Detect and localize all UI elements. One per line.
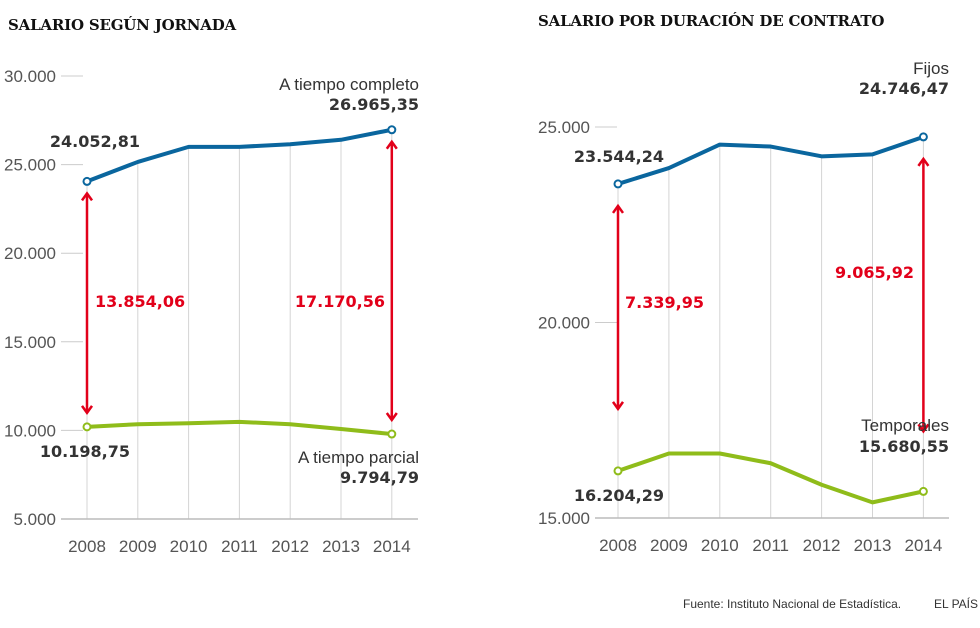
chart1-y-tick-label: 5.000 xyxy=(13,510,56,529)
chart1-series-line-2 xyxy=(86,419,392,437)
chart2-y-tick-label: 15.000 xyxy=(538,509,590,528)
chart2-x-tick-label: 2010 xyxy=(701,536,739,555)
chart1-series-end-value: 26.965,35 xyxy=(329,95,419,114)
chart2-difference-label: 7.339,95 xyxy=(625,293,704,312)
chart1-y-tick-label: 25.000 xyxy=(4,156,56,175)
chart1-x-tick-label: 2011 xyxy=(221,537,258,556)
chart2-series-endpoint-marker xyxy=(918,486,928,496)
chart2-difference-label: 9.065,92 xyxy=(835,263,914,282)
chart1-x-tick-label: 2008 xyxy=(68,537,106,556)
chart1-series-start-value: 24.052,81 xyxy=(50,132,140,151)
chart1-series-name-label: A tiempo completo xyxy=(279,75,419,94)
chart1-y-tick-label: 10.000 xyxy=(4,421,56,440)
chart2-series-endpoint-marker xyxy=(613,466,623,476)
chart1-series-end-value: 9.794,79 xyxy=(340,468,419,487)
chart2-series-name-label: Temporales xyxy=(861,416,949,435)
chart1-series-endpoint-marker xyxy=(82,422,92,432)
chart1-y-tick-label: 20.000 xyxy=(4,244,56,263)
chart2-arrow-head-up xyxy=(611,203,625,214)
source-note: Fuente: Instituto Nacional de Estadístic… xyxy=(683,597,902,611)
chart1-arrow-head-down xyxy=(385,412,398,423)
chart1-x-tick-label: 2012 xyxy=(271,537,309,556)
chart1-y-tick-label: 15.000 xyxy=(4,333,56,352)
chart1-series-endpoint-marker xyxy=(82,176,92,186)
chart2-arrow-head-up xyxy=(917,156,930,167)
chart1-difference-label: 13.854,06 xyxy=(95,292,185,311)
chart1-series-line-1 xyxy=(86,127,393,184)
chart2-series-line-2 xyxy=(617,451,924,505)
chart1-difference-label: 17.170,56 xyxy=(295,292,385,311)
chart2-series-endpoint-marker xyxy=(613,179,623,189)
chart2-arrow-head-down xyxy=(611,401,625,412)
chart2-series-endpoint-marker xyxy=(918,132,928,142)
chart2-series-start-value: 16.204,29 xyxy=(574,486,664,505)
chart1-series-endpoint-marker xyxy=(387,429,397,439)
chart2-series-end-value: 15.680,55 xyxy=(859,437,949,456)
chart1-x-tick-label: 2014 xyxy=(373,537,411,556)
chart2-arrow-head-down xyxy=(917,423,930,434)
chart1-y-tick-label: 30.000 xyxy=(4,67,56,86)
chart2-series-start-value: 23.544,24 xyxy=(574,147,664,166)
chart1-x-tick-label: 2013 xyxy=(322,537,360,556)
chart2-x-tick-label: 2011 xyxy=(752,536,789,555)
chart2-x-tick-label: 2012 xyxy=(803,536,841,555)
chart1-arrow-head-up xyxy=(385,139,398,150)
chart-title-contrato: SALARIO POR DURACIÓN DE CONTRATO xyxy=(538,12,885,30)
chart2-x-tick-label: 2009 xyxy=(650,536,688,555)
chart2-series-end-value: 24.746,47 xyxy=(859,79,949,98)
chart2-series-name-label: Fijos xyxy=(913,59,949,78)
chart2-series-line-1 xyxy=(617,135,925,186)
chart2-y-tick-label: 25.000 xyxy=(538,118,590,137)
chart2-x-tick-label: 2013 xyxy=(854,536,892,555)
chart1-arrow-head-up xyxy=(80,191,94,202)
chart-title-jornada: SALARIO SEGÚN JORNADA xyxy=(8,16,236,34)
chart1-series-name-label: A tiempo parcial xyxy=(298,448,419,467)
chart2-y-tick-label: 20.000 xyxy=(538,314,590,333)
brand-label: EL PAÍS xyxy=(934,597,979,611)
chart1-series-endpoint-marker xyxy=(387,125,397,135)
chart2-x-tick-label: 2008 xyxy=(599,536,637,555)
chart1-series-start-value: 10.198,75 xyxy=(40,442,130,461)
chart1-x-tick-label: 2009 xyxy=(119,537,157,556)
chart1-arrow-head-down xyxy=(80,405,94,416)
chart2-x-tick-label: 2014 xyxy=(904,536,942,555)
chart1-x-tick-label: 2010 xyxy=(170,537,208,556)
